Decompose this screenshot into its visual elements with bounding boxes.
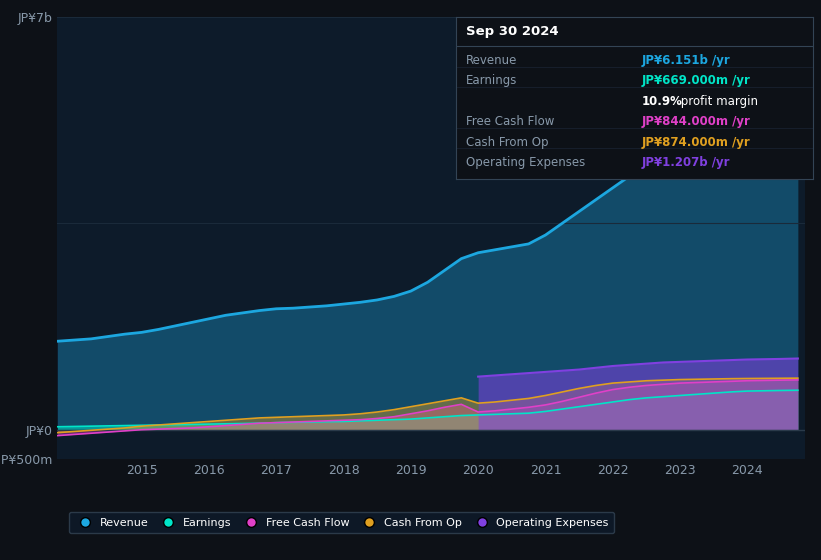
Legend: Revenue, Earnings, Free Cash Flow, Cash From Op, Operating Expenses: Revenue, Earnings, Free Cash Flow, Cash … [69,512,614,533]
Text: Operating Expenses: Operating Expenses [466,156,585,169]
Text: 10.9%: 10.9% [641,95,682,108]
Text: profit margin: profit margin [677,95,758,108]
Text: JP¥874.000m /yr: JP¥874.000m /yr [641,136,750,149]
Text: Cash From Op: Cash From Op [466,136,549,149]
Text: JP¥6.151b /yr: JP¥6.151b /yr [641,54,730,67]
Text: JP¥844.000m /yr: JP¥844.000m /yr [641,115,750,128]
Text: Free Cash Flow: Free Cash Flow [466,115,555,128]
Text: Revenue: Revenue [466,54,518,67]
Text: JP¥1.207b /yr: JP¥1.207b /yr [641,156,730,169]
Text: JP¥669.000m /yr: JP¥669.000m /yr [641,74,750,87]
Text: Earnings: Earnings [466,74,518,87]
Text: Sep 30 2024: Sep 30 2024 [466,25,559,38]
